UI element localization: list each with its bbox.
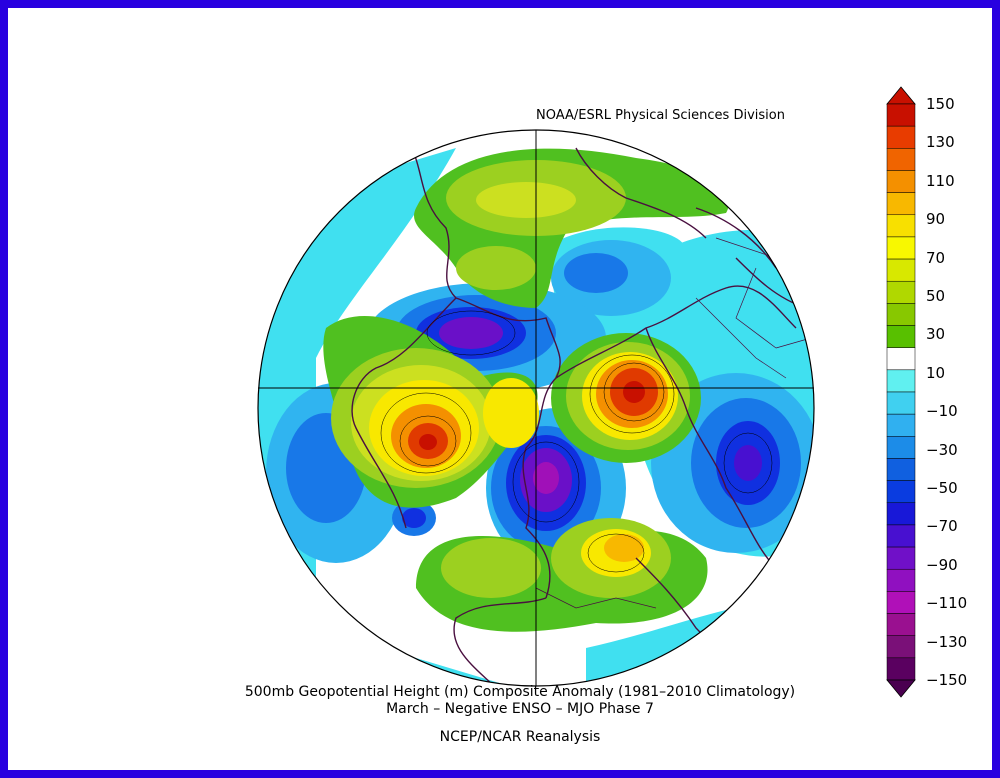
colorbar-swatch xyxy=(886,170,916,193)
colorbar-swatch xyxy=(886,325,916,348)
colorbar-swatch xyxy=(886,458,916,481)
colorbar-swatch xyxy=(886,591,916,614)
colorbar-tick-label: 30 xyxy=(926,325,946,344)
anomaly-darkblue-sw xyxy=(402,508,426,528)
colorbar-tick-label: 150 xyxy=(926,95,955,113)
colorbar-swatch xyxy=(886,280,916,304)
anomaly-blue-ne xyxy=(564,253,628,293)
colorbar-swatch xyxy=(886,568,916,592)
colorbar-swatch xyxy=(886,214,916,238)
anomaly-outer-cyan xyxy=(258,148,516,686)
title-line-1: 500mb Geopotential Height (m) Composite … xyxy=(244,684,796,700)
map-boundary xyxy=(257,129,815,687)
credit-label: NOAA/ESRL Physical Sciences Division xyxy=(536,108,785,123)
title-line-3: NCEP/NCAR Reanalysis xyxy=(439,729,601,745)
anomaly-darkred-west xyxy=(419,434,437,450)
title-line-2: March – Negative ENSO – MJO Phase 7 xyxy=(386,701,654,717)
anomaly-darkred-east xyxy=(623,381,645,403)
colorbar-tick-label: −70 xyxy=(926,517,958,536)
colorbar-swatch xyxy=(886,148,916,171)
colorbar-swatch xyxy=(886,303,916,326)
colorbar-swatch xyxy=(886,657,916,681)
colorbar-swatch xyxy=(886,347,916,371)
colorbar-swatch xyxy=(886,480,916,504)
anomaly-lightgreen-north2 xyxy=(456,246,536,290)
colorbar-swatch xyxy=(886,369,916,393)
colorbar-swatch xyxy=(886,502,916,526)
colorbar-tick-label: 10 xyxy=(926,363,946,382)
colorbar-tick-label: −110 xyxy=(926,594,968,613)
colorbar-tick-label: −90 xyxy=(926,555,958,574)
colorbar-tick-label: 90 xyxy=(926,210,946,229)
anomaly-purple-east xyxy=(734,445,762,481)
colorbar-top-arrow xyxy=(886,86,916,105)
colorbar-swatch xyxy=(886,236,916,260)
colorbar-swatch xyxy=(886,635,916,659)
contour-lines xyxy=(380,310,773,573)
colorbar-tick-label: 110 xyxy=(926,171,955,190)
colorbar-tick-label: −50 xyxy=(926,479,958,497)
colorbar-swatch xyxy=(886,391,916,415)
anomaly-yellow-center xyxy=(483,378,539,448)
colorbar-tick-label: 130 xyxy=(926,133,955,152)
colorbar-tick-label: −10 xyxy=(926,402,958,421)
colorbar-swatch xyxy=(886,125,916,149)
colorbar-tick-label: −150 xyxy=(926,671,968,689)
colorbar-swatch xyxy=(886,524,916,548)
anomaly-magenta-south xyxy=(533,462,559,494)
colorbar-tick-label: 70 xyxy=(926,248,946,267)
anomaly-lightgreen-south2 xyxy=(441,538,541,598)
colorbar-tick-label: −30 xyxy=(926,440,958,459)
anomaly-yellowgreen-north xyxy=(476,182,576,218)
colorbar-bottom-arrow xyxy=(886,679,916,698)
coastlines xyxy=(351,137,807,686)
colorbar-swatch xyxy=(886,413,916,437)
colorbar-tick-label: 50 xyxy=(926,287,946,305)
polar-map xyxy=(257,129,815,687)
colorbar-tick-label: −130 xyxy=(926,632,968,651)
colorbar-swatch xyxy=(886,436,916,459)
figure-frame: NOAA/ESRL Physical Sciences Division xyxy=(8,8,992,770)
colorbar-swatch xyxy=(886,546,916,570)
anomaly-purple-center xyxy=(439,317,503,349)
colorbar-swatch xyxy=(886,192,916,216)
colorbar xyxy=(886,86,916,698)
colorbar-swatch xyxy=(886,258,916,282)
anomaly-yellow-south-core xyxy=(604,534,644,562)
colorbar-swatch xyxy=(886,613,916,636)
colorbar-swatch xyxy=(886,103,916,127)
